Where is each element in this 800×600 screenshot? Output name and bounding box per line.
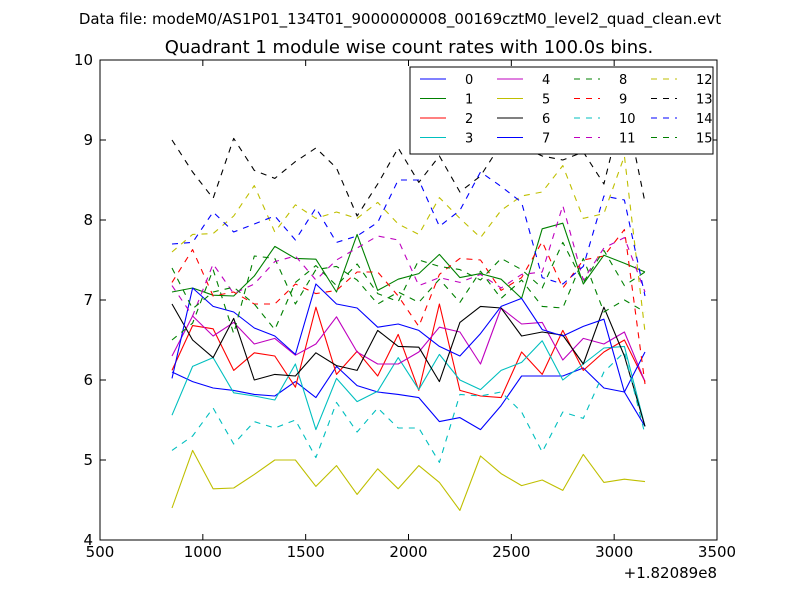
y-tick-label: 6 (83, 371, 93, 389)
y-tick-label: 9 (83, 131, 93, 149)
legend-label-14: 14 (696, 112, 713, 127)
x-axis-offset-label: +1.82089e8 (624, 564, 717, 582)
y-tick-label: 5 (83, 451, 93, 469)
series-line-5 (171, 449, 646, 511)
x-tick-label: 1000 (184, 543, 222, 561)
figure-suptitle: Data file: modeM0/AS1P01_134T01_90000000… (79, 10, 721, 29)
x-tick-label: 2500 (492, 543, 530, 561)
x-tick-label: 1500 (287, 543, 325, 561)
legend-label-6: 6 (542, 112, 550, 127)
legend-label-15: 15 (696, 132, 713, 147)
y-tick-label: 10 (74, 51, 93, 69)
legend-label-2: 2 (465, 112, 473, 127)
series-line-0 (171, 365, 646, 431)
series-line-9 (171, 229, 646, 385)
x-tick-label: 3000 (595, 543, 633, 561)
y-tick-label: 4 (83, 531, 93, 549)
series-line-6 (171, 303, 646, 427)
series-line-4 (171, 307, 646, 382)
series-line-14 (171, 171, 646, 297)
series-line-12 (171, 155, 646, 333)
series-line-1 (171, 222, 646, 299)
series-line-2 (171, 303, 646, 399)
series-line-8 (171, 255, 646, 341)
x-tick-label: 3500 (698, 543, 736, 561)
series-line-11 (171, 205, 646, 317)
legend-label-11: 11 (619, 132, 636, 147)
series-line-13 (171, 101, 646, 217)
legend-label-3: 3 (465, 132, 473, 147)
chart-title: Quadrant 1 module wise count rates with … (165, 37, 654, 58)
legend-label-13: 13 (696, 93, 713, 108)
legend-label-7: 7 (542, 132, 550, 147)
legend-label-4: 4 (542, 73, 550, 88)
x-tick-label: 2000 (389, 543, 427, 561)
x-tick-label: 500 (86, 543, 115, 561)
legend-label-10: 10 (619, 112, 636, 127)
legend-label-9: 9 (619, 93, 627, 108)
y-tick-label: 7 (83, 291, 93, 309)
y-tick-label: 8 (83, 211, 93, 229)
series-line-7 (171, 283, 646, 393)
legend-box (409, 66, 714, 155)
legend-label-0: 0 (465, 73, 473, 88)
legend-label-5: 5 (542, 93, 550, 108)
legend-label-12: 12 (696, 73, 713, 88)
series-line-3 (171, 340, 646, 431)
legend-label-8: 8 (619, 73, 627, 88)
series-lines (171, 101, 646, 511)
legend-label-1: 1 (465, 93, 473, 108)
